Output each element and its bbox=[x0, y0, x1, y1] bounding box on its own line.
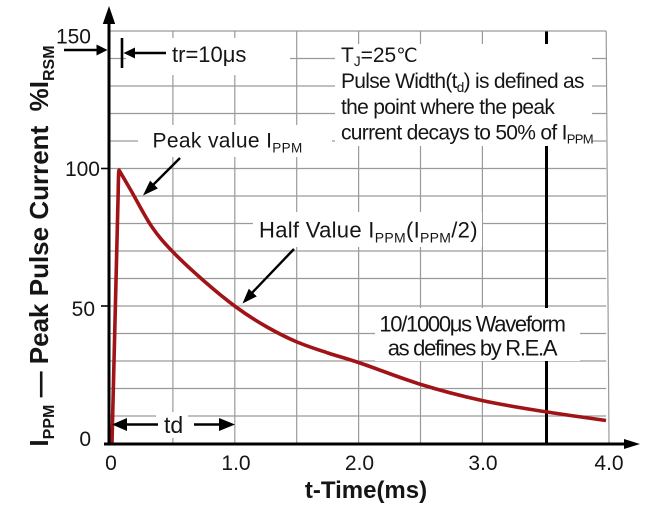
svg-text:TJ=25℃: TJ=25℃ bbox=[341, 44, 418, 69]
svg-text:0: 0 bbox=[105, 452, 117, 475]
svg-text:the point where the peak: the point where the peak bbox=[341, 96, 555, 119]
svg-text:100: 100 bbox=[65, 158, 100, 181]
svg-text:as defines by R.E.A: as defines by R.E.A bbox=[388, 336, 558, 361]
svg-text:Pulse Width(td) is defined as: Pulse Width(td) is defined as bbox=[341, 70, 584, 95]
svg-text:2.0: 2.0 bbox=[345, 452, 374, 475]
svg-text:tr=10μs: tr=10μs bbox=[172, 42, 246, 67]
svg-text:150: 150 bbox=[56, 26, 91, 49]
svg-text:1.0: 1.0 bbox=[221, 452, 250, 475]
svg-text:50: 50 bbox=[72, 298, 95, 321]
svg-text:10/1000μs Waveform: 10/1000μs Waveform bbox=[379, 312, 564, 337]
svg-text:t-Time(ms): t-Time(ms) bbox=[305, 477, 427, 504]
svg-text:3.0: 3.0 bbox=[468, 452, 497, 475]
svg-text:0: 0 bbox=[79, 428, 91, 451]
svg-text:IPPM — Peak Pulse Current %IR: IPPM — Peak Pulse Current %IRSM bbox=[24, 45, 58, 446]
svg-text:current decays to 50% of IPPM: current decays to 50% of IPPM bbox=[341, 122, 593, 147]
svg-text:4.0: 4.0 bbox=[594, 452, 623, 475]
svg-text:td: td bbox=[164, 412, 183, 438]
